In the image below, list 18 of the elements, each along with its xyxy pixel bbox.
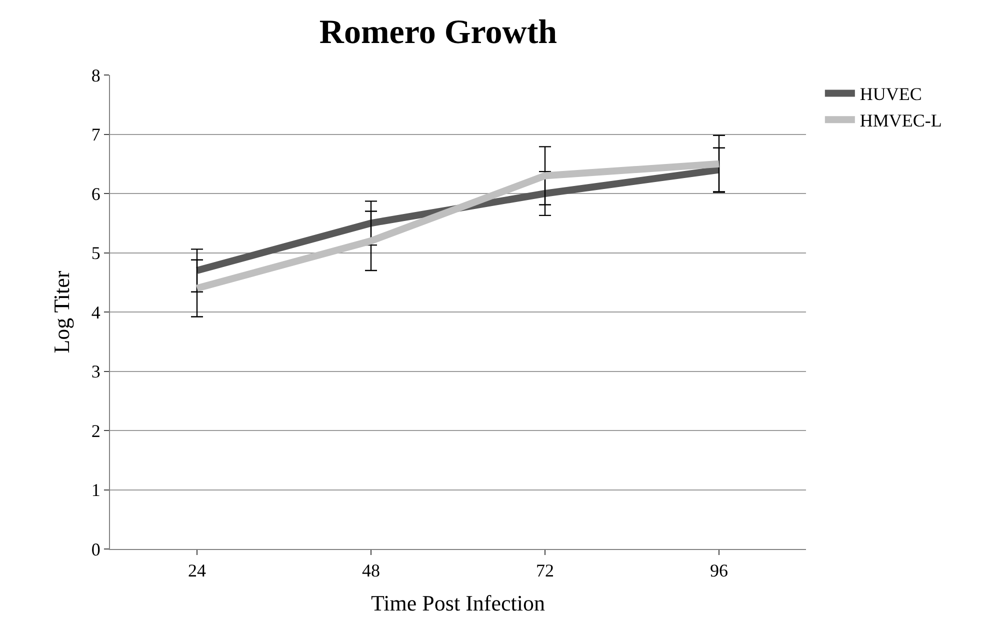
y-tick-label: 5 bbox=[91, 243, 100, 264]
y-tick-label: 4 bbox=[91, 302, 100, 322]
y-tick-label: 3 bbox=[91, 362, 100, 382]
x-tick-label: 48 bbox=[362, 560, 380, 581]
legend-label: HUVEC bbox=[860, 84, 922, 104]
x-tick-label: 96 bbox=[710, 560, 728, 581]
x-axis-title: Time Post Infection bbox=[371, 590, 545, 616]
x-tick-label: 24 bbox=[188, 560, 206, 581]
y-tick-label: 7 bbox=[91, 124, 100, 145]
y-tick-label: 1 bbox=[91, 480, 100, 500]
y-tick-label: 0 bbox=[91, 539, 100, 560]
y-tick-label: 6 bbox=[91, 184, 100, 204]
y-tick-label: 8 bbox=[91, 65, 100, 86]
y-tick-label: 2 bbox=[91, 420, 100, 441]
y-axis-title: Log Titer bbox=[49, 270, 74, 354]
legend-label: HMVEC-L bbox=[860, 110, 942, 131]
x-tick-label: 72 bbox=[536, 560, 554, 581]
chart-title: Romero Growth bbox=[319, 14, 558, 51]
